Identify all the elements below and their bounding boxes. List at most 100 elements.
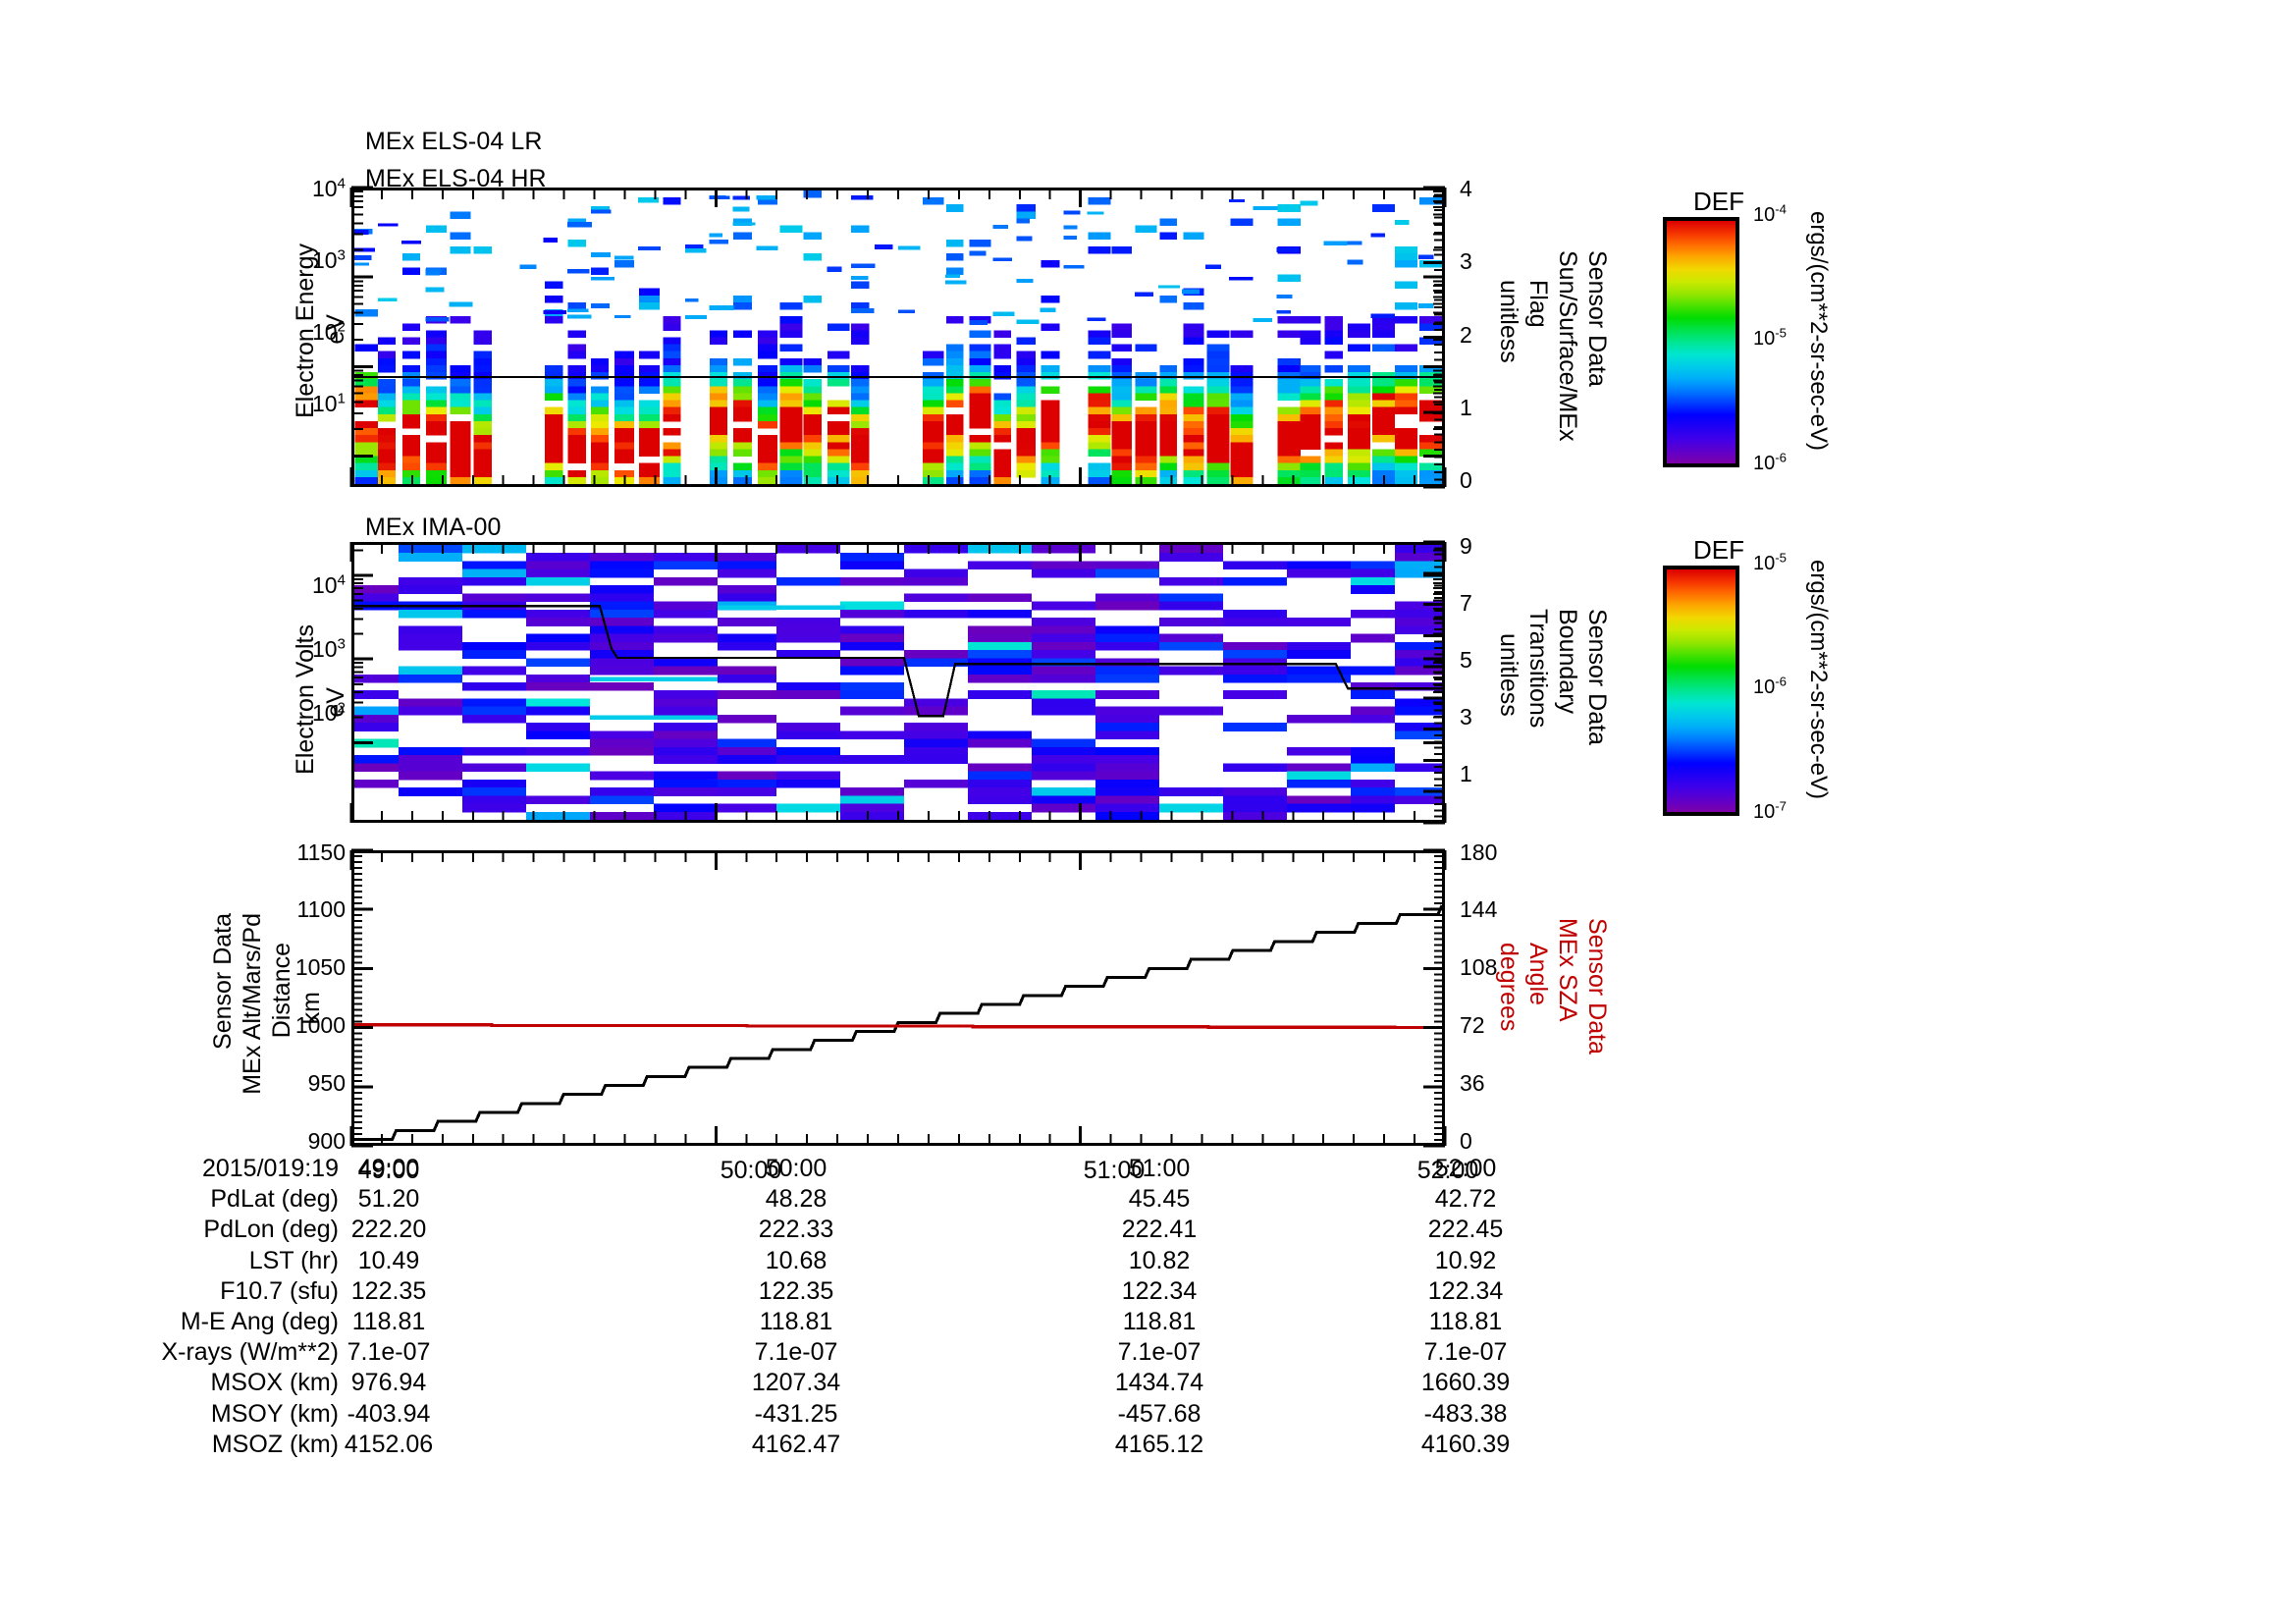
table-row-label: 2015/019:19 [201, 1155, 339, 1182]
table-cell: 51:00 [1128, 1155, 1191, 1182]
xtick-4900: 49:00 [357, 1157, 420, 1184]
table-row-label: F10.7 (sfu) [220, 1276, 339, 1305]
panel-ima-spectrogram[interactable] [351, 542, 1445, 823]
table-cell: 52:00 [1434, 1155, 1497, 1182]
panel1-rtick-4: 4 [1460, 176, 1472, 201]
panel3-rlabel-degrees: degrees [1495, 943, 1522, 1032]
xtick-5100: 51:00 [1083, 1157, 1146, 1184]
panel-altitude-sza[interactable] [351, 850, 1445, 1146]
panel1-ytick-1e1: 101 [311, 390, 346, 416]
panel1-rtick-1: 1 [1460, 395, 1472, 420]
colorbar1-tick-bottom: 10-6 [1753, 450, 1787, 474]
panel1-rlabel-sensor-data: Sensor Data [1583, 250, 1611, 387]
table-cell: 118.81 [351, 1308, 426, 1335]
panel2-ytick-1e2: 102 [311, 699, 346, 726]
table-cell: 42.72 [1434, 1185, 1497, 1214]
panel3-ltick-1150: 1150 [296, 839, 346, 865]
table-cell: 118.81 [1122, 1308, 1197, 1335]
table-cell: 976.94 [350, 1369, 427, 1397]
xtick-5200: 52:00 [1416, 1157, 1479, 1184]
colorbar2-tick-top: 10-5 [1753, 550, 1787, 574]
panel3-llabel-alt: MEx Alt/Mars/Pd [239, 913, 266, 1095]
table-cell: 222.20 [350, 1216, 427, 1244]
panel3-ltick-1100: 1100 [296, 896, 346, 922]
table-cell: -431.25 [754, 1399, 838, 1428]
colorbar2 [1663, 566, 1739, 816]
panel2-ytick-1e4: 104 [311, 571, 346, 598]
panel2-plot-area [354, 545, 1442, 820]
panel2-rtick-5: 5 [1460, 647, 1472, 673]
table-cell: 122.35 [350, 1276, 427, 1305]
panel1-rlabel-unitless: unitless [1495, 280, 1522, 363]
panel1-rtick-3: 3 [1460, 248, 1472, 274]
table-cell: 51.20 [357, 1185, 420, 1214]
table-cell: 222.33 [758, 1216, 834, 1244]
table-cell: 1660.39 [1420, 1369, 1511, 1397]
panel3-llabel-sensor-data: Sensor Data [209, 913, 237, 1050]
panel2-rlabel-transitions: Transitions [1524, 609, 1552, 729]
table-cell: 222.41 [1121, 1216, 1198, 1244]
panel3-ltick-950: 950 [307, 1070, 346, 1096]
table-cell: 122.34 [1121, 1276, 1198, 1305]
panel3-rtick-144: 144 [1460, 896, 1498, 922]
panel1-title-lr: MEx ELS-04 LR [365, 128, 543, 155]
colorbar1-tick-mid: 10-5 [1753, 325, 1787, 350]
table-cell: -403.94 [347, 1399, 431, 1428]
colorbar2-tick-bottom: 10-7 [1753, 798, 1787, 823]
panel3-ltick-1050: 1050 [294, 954, 346, 980]
panel3-rtick-36: 36 [1460, 1070, 1485, 1096]
table-row-label: MSOX (km) [210, 1369, 339, 1397]
colorbar2-title: DEF [1693, 535, 1744, 565]
colorbar2-tick-mid: 10-6 [1753, 674, 1787, 698]
els-heatmap [354, 190, 1442, 484]
table-row-label: M-E Ang (deg) [180, 1308, 339, 1335]
colorbar2-units: ergs/(cm**2-sr-sec-eV) [1805, 560, 1832, 800]
table-cell: 118.81 [759, 1308, 833, 1335]
altitude-sza-lines [354, 904, 1442, 1141]
colorbar1 [1663, 217, 1739, 467]
panel1-rlabel-flag: Flag [1524, 280, 1552, 328]
table-cell: 45.45 [1128, 1185, 1191, 1214]
panel3-rtick-180: 180 [1460, 839, 1498, 865]
table-cell: 1434.74 [1114, 1369, 1204, 1397]
table-cell: 122.35 [758, 1276, 834, 1305]
table-cell: 4165.12 [1114, 1430, 1204, 1458]
table-cell: 222.45 [1427, 1216, 1504, 1244]
table-cell: 122.34 [1427, 1276, 1504, 1305]
ima-heatmap [354, 545, 1442, 820]
panel1-ytick-1e3: 103 [311, 246, 346, 273]
panel3-rtick-0: 0 [1460, 1128, 1472, 1154]
panel3-rlabel-sza: MEx SZA [1554, 918, 1581, 1022]
table-cell: 10.49 [357, 1246, 420, 1274]
panel2-rtick-3: 3 [1460, 704, 1472, 730]
table-cell: 10.68 [765, 1246, 828, 1274]
panel2-rtick-9: 9 [1460, 533, 1472, 559]
panel1-rtick-0: 0 [1460, 467, 1472, 493]
table-row-label: MSOY (km) [210, 1399, 339, 1428]
table-cell: 4152.06 [344, 1430, 434, 1458]
panel-els-spectrogram[interactable] [351, 188, 1445, 487]
panel3-rtick-72: 72 [1460, 1012, 1485, 1038]
colorbar1-title: DEF [1693, 187, 1744, 216]
panel2-rlabel-boundary: Boundary [1554, 609, 1581, 715]
panel2-ytick-1e3: 103 [311, 635, 346, 662]
panel3-ltick-1000: 1000 [294, 1012, 346, 1038]
panel3-plot-area [354, 853, 1442, 1143]
panel2-rtick-7: 7 [1460, 590, 1472, 616]
table-cell: 7.1e-07 [754, 1338, 838, 1367]
table-row-label: MSOZ (km) [211, 1430, 339, 1458]
table-cell: -457.68 [1117, 1399, 1201, 1428]
panel1-ytick-1e4: 104 [311, 175, 346, 201]
colorbar1-tick-top: 10-4 [1753, 201, 1787, 226]
table-cell: -483.38 [1423, 1399, 1508, 1428]
panel3-rlabel-angle: Angle [1524, 943, 1552, 1005]
panel1-plot-area [354, 190, 1442, 484]
table-cell: 49:00 [357, 1155, 420, 1182]
table-cell: 1207.34 [751, 1369, 841, 1397]
table-cell: 4160.39 [1420, 1430, 1511, 1458]
table-row-label: LST (hr) [248, 1246, 339, 1274]
table-cell: 10.92 [1434, 1246, 1497, 1274]
table-cell: 7.1e-07 [1117, 1338, 1201, 1367]
table-row-label: PdLat (deg) [210, 1185, 339, 1214]
xtick-5000: 50:00 [720, 1157, 782, 1184]
